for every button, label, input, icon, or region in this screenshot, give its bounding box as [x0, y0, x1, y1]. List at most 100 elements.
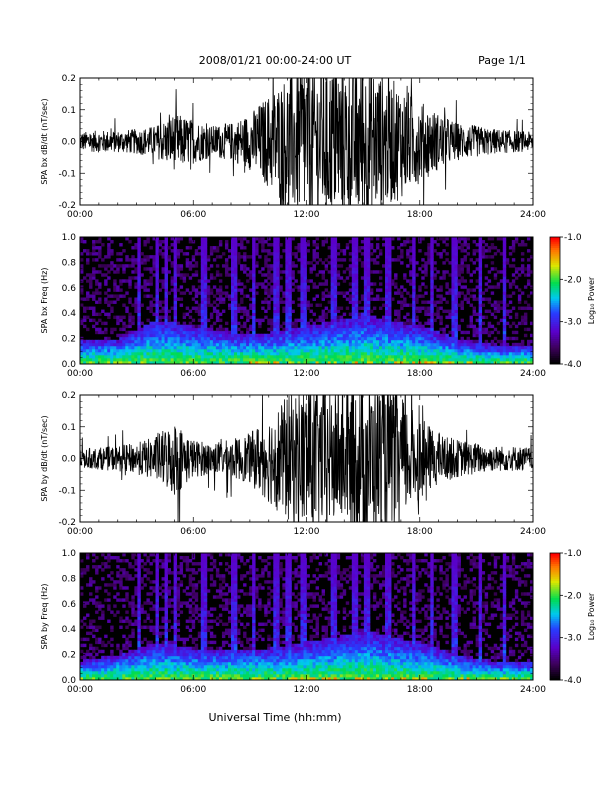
heatmap-cell: [366, 345, 371, 350]
heatmap-cell: [131, 261, 135, 265]
heatmap-cell: [330, 312, 335, 317]
colorbar-tick-label: -1.0: [564, 233, 582, 243]
heatmap-cell: [158, 321, 162, 326]
heatmap-cell: [478, 282, 483, 286]
heatmap-cell: [400, 330, 404, 335]
heatmap-cell: [366, 321, 371, 326]
heatmap-cell: [218, 339, 223, 344]
x-tick-label: 06:00: [180, 369, 206, 379]
heatmap-cell: [264, 285, 268, 289]
heatmap-cell: [469, 318, 473, 323]
heatmap-cell: [490, 255, 495, 259]
heatmap-cell: [348, 297, 353, 301]
heatmap-cell: [493, 348, 498, 353]
heatmap-cell: [107, 312, 111, 317]
heatmap-cell: [276, 243, 280, 247]
heatmap-cell: [264, 339, 268, 344]
heatmap-cell: [360, 276, 365, 280]
heatmap-cell: [98, 297, 102, 301]
heatmap-cell: [430, 291, 434, 295]
heatmap-cell: [146, 646, 150, 651]
colorbar-swatch: [550, 258, 560, 261]
heatmap-cell: [152, 664, 156, 669]
heatmap-cell: [240, 309, 244, 313]
heatmap-cell: [134, 673, 138, 678]
heatmap-cell: [152, 273, 156, 277]
heatmap-cell: [445, 300, 449, 304]
heatmap-cell: [227, 297, 232, 301]
heatmap-cell: [146, 556, 150, 560]
heatmap-cell: [140, 273, 144, 277]
colorbar-swatch: [550, 279, 560, 282]
heatmap-cell: [155, 324, 159, 329]
heatmap-cell: [116, 348, 120, 353]
heatmap-cell: [255, 282, 259, 286]
heatmap-cell: [418, 306, 422, 310]
heatmap-cell: [403, 342, 407, 347]
heatmap-cell: [276, 342, 280, 347]
heatmap-cell: [200, 306, 205, 310]
heatmap-cell: [176, 351, 181, 356]
heatmap-cell: [152, 237, 156, 241]
heatmap-cell: [454, 303, 458, 307]
heatmap-cell: [110, 261, 114, 265]
heatmap-cell: [131, 276, 135, 280]
heatmap-cell: [209, 291, 214, 295]
heatmap-cell: [203, 267, 208, 271]
heatmap-cell: [203, 309, 208, 313]
heatmap-cell: [406, 321, 410, 326]
heatmap-cell: [318, 327, 322, 332]
heatmap-cell: [493, 327, 498, 332]
heatmap-cell: [505, 348, 510, 353]
heatmap-cell: [98, 661, 102, 666]
heatmap-cell: [134, 604, 138, 608]
heatmap-cell: [297, 354, 301, 359]
x-tick-label: 24:00: [520, 210, 546, 220]
heatmap-cell: [176, 348, 181, 353]
heatmap-cell: [276, 297, 280, 301]
heatmap-cell: [131, 321, 135, 326]
heatmap-cell: [333, 264, 338, 268]
heatmap-cell: [122, 357, 126, 362]
heatmap-cell: [454, 261, 458, 265]
heatmap-cell: [218, 279, 223, 283]
heatmap-cell: [306, 339, 310, 344]
heatmap-cell: [412, 339, 416, 344]
heatmap-cell: [321, 270, 326, 274]
heatmap-cell: [194, 309, 199, 313]
heatmap-cell: [394, 360, 398, 364]
heatmap-cell: [227, 360, 232, 364]
heatmap-cell: [125, 264, 129, 268]
heatmap-cell: [285, 279, 289, 283]
heatmap-cell: [351, 306, 356, 310]
heatmap-cell: [131, 357, 135, 362]
heatmap-cell: [333, 351, 338, 356]
heatmap-cell: [113, 279, 117, 283]
heatmap-cell: [155, 318, 159, 323]
heatmap-cell: [523, 345, 528, 350]
heatmap-cell: [80, 297, 84, 301]
heatmap-cell: [472, 270, 477, 274]
heatmap-cell: [315, 252, 319, 256]
heatmap-cell: [194, 324, 199, 329]
heatmap-cell: [155, 270, 159, 274]
heatmap-cell: [478, 348, 483, 353]
heatmap-cell: [303, 354, 307, 359]
heatmap-cell: [255, 261, 259, 265]
heatmap-cell: [366, 354, 371, 359]
heatmap-cell: [369, 321, 374, 326]
heatmap-cell: [131, 613, 135, 617]
heatmap-cell: [436, 252, 440, 256]
heatmap-cell: [363, 273, 368, 277]
heatmap-cell: [294, 246, 298, 250]
heatmap-cell: [385, 249, 389, 253]
heatmap-cell: [457, 345, 461, 350]
heatmap-cell: [451, 297, 455, 301]
heatmap-cell: [517, 354, 522, 359]
heatmap-cell: [161, 577, 165, 581]
heatmap-cell: [270, 252, 274, 256]
heatmap-cell: [155, 264, 159, 268]
heatmap-cell: [348, 333, 353, 338]
heatmap-cell: [514, 357, 519, 362]
